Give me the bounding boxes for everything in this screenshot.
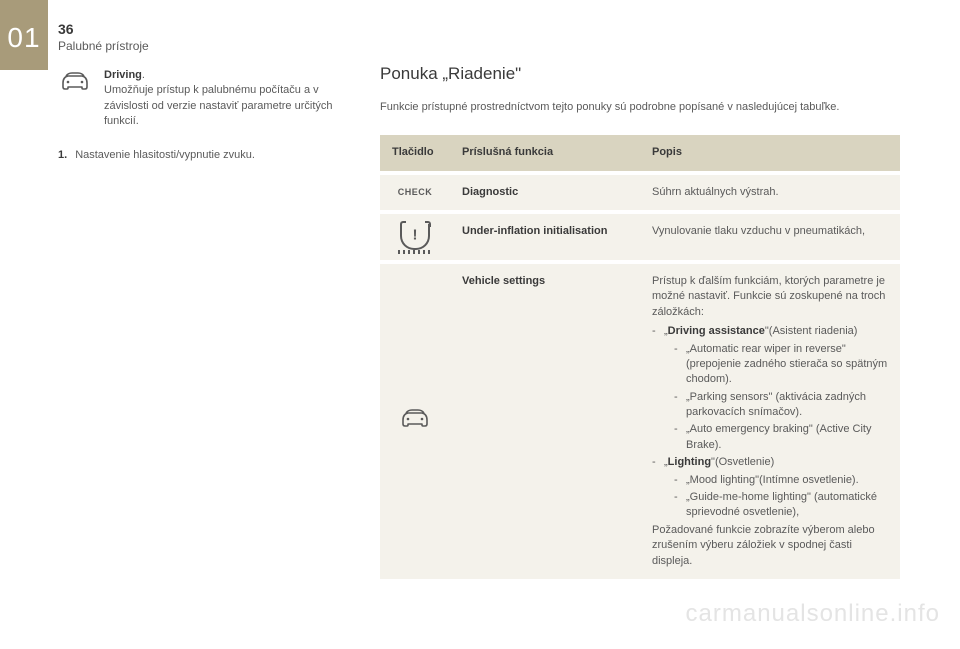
check-label: CHECK bbox=[398, 187, 433, 197]
cell-function: Diagnostic bbox=[450, 173, 640, 212]
driving-block: Driving. Umožňuje prístup k palubnému po… bbox=[58, 68, 338, 130]
step-text: Nastavenie hlasitosti/vypnutie zvuku. bbox=[75, 149, 255, 161]
vs-outro: Požadované funkcie zobrazíte výberom ale… bbox=[652, 524, 875, 567]
page-number: 36 bbox=[58, 20, 74, 40]
cell-button bbox=[380, 212, 450, 262]
list-item: „Auto emergency braking" (Active City Br… bbox=[674, 422, 888, 453]
numbered-step: 1. Nastavenie hlasitosti/vypnutie zvuku. bbox=[58, 148, 338, 163]
car-icon bbox=[58, 68, 92, 96]
right-column: Ponuka „Riadenie" Funkcie prístupné pros… bbox=[380, 62, 900, 579]
menu-desc: Funkcie prístupné prostredníctvom tejto … bbox=[380, 100, 900, 115]
g0-bold: Driving assistance bbox=[668, 325, 765, 337]
list-item: „Guide-me-home lighting" (automatické sp… bbox=[674, 490, 888, 521]
list-item: „Lighting"(Osvetlenie) „Mood lighting"(I… bbox=[652, 455, 888, 521]
table-row: CHECK Diagnostic Súhrn aktuálnych výstra… bbox=[380, 173, 900, 212]
vs-intro: Prístup k ďalším funkciám, ktorých param… bbox=[652, 275, 885, 318]
driving-dot: . bbox=[142, 69, 145, 81]
list-item: „Driving assistance"(Asistent riadenia) … bbox=[652, 324, 888, 453]
vs-groups: „Driving assistance"(Asistent riadenia) … bbox=[652, 324, 888, 521]
table-row: Vehicle settings Prístup k ďalším funkci… bbox=[380, 262, 900, 579]
chapter-badge: 01 bbox=[0, 0, 48, 70]
g0-items: „Automatic rear wiper in reverse" (prepo… bbox=[674, 342, 888, 454]
table-row: Under-inflation initialisation Vynulovan… bbox=[380, 212, 900, 262]
cell-desc: Súhrn aktuálnych výstrah. bbox=[640, 173, 900, 212]
list-item: „Parking sensors" (aktivácia zadných par… bbox=[674, 390, 888, 421]
th-desc: Popis bbox=[640, 135, 900, 172]
cell-function: Under-inflation initialisation bbox=[450, 212, 640, 262]
list-item: „Mood lighting"(Intímne osvetlenie). bbox=[674, 473, 888, 488]
driving-title: Driving bbox=[104, 69, 142, 81]
driving-desc: Umožňuje prístup k palubnému počítaču a … bbox=[104, 84, 333, 127]
driving-text: Driving. Umožňuje prístup k palubnému po… bbox=[104, 68, 338, 130]
section-title: Palubné prístroje bbox=[58, 38, 149, 55]
step-number: 1. bbox=[58, 149, 67, 161]
menu-title: Ponuka „Riadenie" bbox=[380, 62, 900, 86]
list-item: „Automatic rear wiper in reverse" (prepo… bbox=[674, 342, 888, 388]
left-column: Driving. Umožňuje prístup k palubnému po… bbox=[58, 68, 338, 163]
g0-post: "(Asistent riadenia) bbox=[765, 325, 858, 337]
th-function: Príslušná funkcia bbox=[450, 135, 640, 172]
tpms-icon bbox=[400, 224, 430, 250]
cell-button: CHECK bbox=[380, 173, 450, 212]
cell-button bbox=[380, 262, 450, 579]
watermark: carmanualsonline.info bbox=[686, 597, 940, 631]
cell-desc: Prístup k ďalším funkciám, ktorých param… bbox=[640, 262, 900, 579]
car-icon bbox=[398, 408, 432, 430]
g1-bold: Lighting bbox=[668, 456, 711, 468]
table-header-row: Tlačidlo Príslušná funkcia Popis bbox=[380, 135, 900, 172]
functions-table: Tlačidlo Príslušná funkcia Popis CHECK D… bbox=[380, 135, 900, 579]
g1-items: „Mood lighting"(Intímne osvetlenie). „Gu… bbox=[674, 473, 888, 521]
cell-function: Vehicle settings bbox=[450, 262, 640, 579]
cell-desc: Vynulovanie tlaku vzduchu v pneumatikách… bbox=[640, 212, 900, 262]
th-button: Tlačidlo bbox=[380, 135, 450, 172]
g1-post: "(Osvetlenie) bbox=[711, 456, 774, 468]
